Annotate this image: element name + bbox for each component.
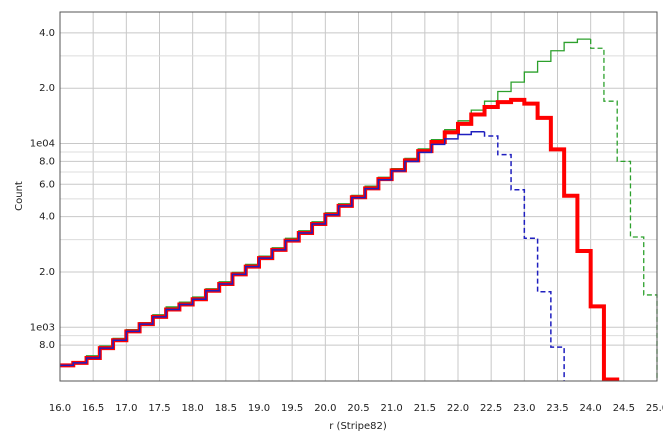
x-tick-label: 24.5 <box>613 403 635 414</box>
x-tick-label: 23.0 <box>513 403 535 414</box>
x-tick-label: 18.0 <box>182 403 204 414</box>
x-tick-label: 23.5 <box>546 403 568 414</box>
x-tick-label: 25.0 <box>646 403 663 414</box>
x-tick-label: 20.5 <box>347 403 369 414</box>
y-tick-label: 8.0 <box>39 156 55 167</box>
y-tick-label: 6.0 <box>39 179 55 190</box>
y-tick-labels: 8.0 1e03 2.0 4.0 6.0 8.0 1e04 2.0 4.0 <box>30 28 55 351</box>
series-layer <box>60 38 658 382</box>
x-tick-label: 21.0 <box>381 403 403 414</box>
y-tick-label: 2.0 <box>39 267 55 278</box>
x-tick-label: 19.5 <box>281 403 303 414</box>
y-tick-label: 4.0 <box>39 212 55 223</box>
x-tick-label: 22.0 <box>447 403 469 414</box>
x-tick-label: 17.0 <box>115 403 137 414</box>
x-tick-labels: 16.0 16.5 17.0 17.5 18.0 18.5 19.0 19.5 20.0 20.5… <box>49 403 663 414</box>
x-tick-label: 16.5 <box>82 403 104 414</box>
x-tick-label: 21.5 <box>414 403 436 414</box>
y-tick-label: 2.0 <box>39 83 55 94</box>
x-tick-label: 19.0 <box>248 403 270 414</box>
x-tick-label: 24.0 <box>580 403 602 414</box>
y-tick-label: 4.0 <box>39 28 55 39</box>
y-tick-label: 1e04 <box>30 139 55 150</box>
x-tick-label: 16.0 <box>49 403 71 414</box>
plot-frame <box>59 11 658 382</box>
series-line <box>60 130 485 367</box>
series-line-dashed <box>483 131 565 381</box>
y-tick-label: 1e03 <box>30 322 55 333</box>
x-tick-label: 17.5 <box>148 403 170 414</box>
x-tick-label: 22.5 <box>480 403 502 414</box>
x-axis-title: r (Stripe82) <box>329 421 387 432</box>
y-axis-title: Count <box>14 181 25 211</box>
y-tick-label: 8.0 <box>39 340 55 351</box>
x-tick-label: 20.0 <box>314 403 336 414</box>
x-tick-label: 18.5 <box>215 403 237 414</box>
